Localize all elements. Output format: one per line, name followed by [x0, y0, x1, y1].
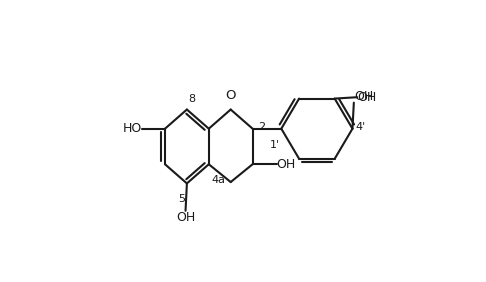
Text: OH: OH [176, 211, 195, 224]
Text: 5: 5 [178, 194, 185, 204]
Text: 4a: 4a [211, 175, 225, 185]
Text: 1': 1' [270, 140, 280, 150]
Text: O: O [226, 89, 236, 102]
Text: OH: OH [354, 90, 373, 103]
Text: 2: 2 [259, 122, 266, 132]
Text: HO: HO [122, 122, 142, 135]
Text: 8: 8 [188, 94, 195, 103]
Text: 4': 4' [356, 122, 366, 132]
Text: OH: OH [357, 91, 376, 104]
Text: OH: OH [277, 158, 296, 171]
